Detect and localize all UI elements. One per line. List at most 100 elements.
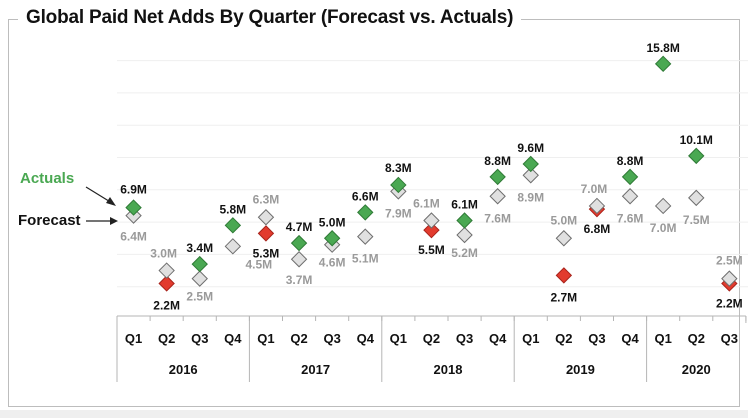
actual-data-label: 8.8M	[484, 154, 511, 168]
actual-data-label: 4.7M	[286, 220, 313, 234]
forecast-marker	[158, 262, 175, 279]
actual-data-label: 8.8M	[617, 154, 644, 168]
forecast-marker	[423, 212, 440, 229]
forecast-marker	[555, 230, 573, 247]
actual-marker	[423, 221, 440, 239]
forecast-data-label: 7.0M	[581, 182, 608, 196]
actual-data-label: 5.3M	[253, 246, 280, 260]
forecast-data-label: 5.2M	[451, 246, 478, 260]
actual-data-label: 6.9M	[120, 183, 147, 197]
forecast-data-label: 7.9M	[385, 206, 412, 220]
actual-data-label: 2.2M	[153, 298, 180, 312]
quarter-tick-label: Q3	[191, 331, 208, 346]
actual-marker	[555, 267, 573, 284]
actual-data-label: 2.7M	[551, 290, 578, 304]
x-axis: Q1 Q2 Q3 Q4 2016 Q1 Q2 Q3 Q4 2017 Q1 Q2 Q3 Q4 2018 Q1 Q2…	[116, 315, 747, 382]
quarter-tick-label: Q2	[158, 331, 175, 346]
forecast-marker	[357, 228, 374, 245]
actual-marker	[621, 168, 639, 186]
forecast-data-label: 8.9M	[517, 190, 544, 204]
annotation-arrows	[85, 186, 118, 225]
forecast-marker	[191, 270, 208, 287]
forecast-data-label: 5.1M	[352, 252, 379, 266]
actual-marker	[191, 255, 208, 273]
forecast-marker	[522, 167, 539, 184]
data-labels: 6.9M 6.4M 2.2M 3.0M 3.4M 2.5M 5.8M 4.5M5.3M 6.3M…	[120, 41, 742, 313]
quarter-tick-label: Q2	[290, 331, 307, 346]
forecast-data-label: 5.0M	[551, 213, 578, 227]
quarter-tick-label: Q4	[621, 331, 639, 346]
actual-marker	[125, 199, 142, 216]
forecast-data-label: 7.6M	[617, 211, 644, 225]
quarter-tick-label: Q3	[456, 331, 473, 346]
year-tick-label: 2020	[682, 362, 711, 377]
year-tick-label: 2017	[301, 362, 330, 377]
quarter-tick-label: Q1	[257, 331, 274, 346]
forecast-marker	[621, 188, 639, 205]
actual-data-label: 2.2M	[716, 296, 743, 310]
chart-title: Global Paid Net Adds By Quarter (Forecas…	[18, 7, 522, 29]
quarter-tick-label: Q1	[125, 331, 142, 346]
forecast-marker	[654, 197, 672, 215]
actual-marker	[489, 168, 506, 186]
forecast-data-label: 4.5M	[246, 257, 273, 271]
forecast-annotation: Forecast	[18, 212, 81, 229]
actual-data-label: 8.3M	[385, 161, 412, 175]
quarter-tick-label: Q2	[688, 331, 705, 346]
actual-marker	[290, 234, 308, 252]
actual-data-label: 10.1M	[680, 133, 713, 147]
year-tick-label: 2018	[434, 362, 463, 377]
bottom-band	[0, 410, 748, 418]
forecast-data-label: 3.0M	[150, 247, 177, 261]
actual-data-label: 6.8M	[584, 222, 611, 236]
forecast-data-label: 2.5M	[186, 290, 213, 304]
actual-data-label: 6.1M	[451, 197, 478, 211]
forecast-data-label: 7.5M	[683, 213, 710, 227]
actuals-arrow-head	[106, 197, 116, 206]
quarter-tick-label: Q1	[522, 331, 539, 346]
forecast-data-label: 6.1M	[413, 196, 440, 210]
actual-marker	[158, 275, 175, 292]
actual-marker	[257, 225, 275, 242]
forecast-data-label: 4.6M	[319, 256, 346, 270]
actual-marker	[688, 147, 705, 165]
actual-marker	[323, 230, 341, 247]
forecast-marker	[588, 197, 606, 215]
quarter-tick-label: Q3	[323, 331, 340, 346]
actual-data-label: 5.8M	[220, 202, 247, 216]
quarter-tick-label: Q4	[489, 331, 507, 346]
actual-marker	[522, 155, 539, 173]
actual-data-label: 5.0M	[319, 215, 346, 229]
actual-data-label: 3.4M	[186, 241, 213, 255]
forecast-data-label: 6.4M	[120, 230, 147, 244]
markers	[125, 55, 738, 292]
forecast-marker	[688, 189, 705, 207]
forecast-marker	[456, 226, 473, 244]
forecast-marker	[721, 270, 738, 287]
actual-data-label: 9.6M	[517, 141, 544, 155]
quarter-tick-label: Q2	[423, 331, 440, 346]
quarter-tick-label: Q1	[654, 331, 671, 346]
forecast-data-label: 6.3M	[253, 192, 280, 206]
actual-data-label: 6.6M	[352, 189, 379, 203]
forecast-marker	[489, 188, 506, 205]
actuals-annotation: Actuals	[20, 170, 75, 187]
gridlines	[117, 60, 748, 288]
quarter-tick-label: Q3	[721, 331, 738, 346]
year-tick-label: 2019	[566, 362, 595, 377]
quarter-tick-label: Q3	[588, 331, 605, 346]
forecast-marker	[290, 251, 308, 268]
actual-data-label: 15.8M	[646, 41, 679, 55]
actual-marker	[357, 204, 374, 221]
quarter-tick-label: Q4	[224, 331, 242, 346]
forecast-data-label: 3.7M	[286, 273, 313, 287]
actual-marker	[390, 176, 407, 194]
forecast-data-label: 7.0M	[650, 221, 677, 235]
actual-marker	[456, 212, 473, 229]
quarter-tick-label: Q1	[390, 331, 407, 346]
actual-marker	[224, 217, 242, 234]
actual-marker	[654, 55, 672, 73]
actuals-arrow-line	[85, 186, 113, 204]
forecast-data-label: 7.6M	[484, 211, 511, 225]
